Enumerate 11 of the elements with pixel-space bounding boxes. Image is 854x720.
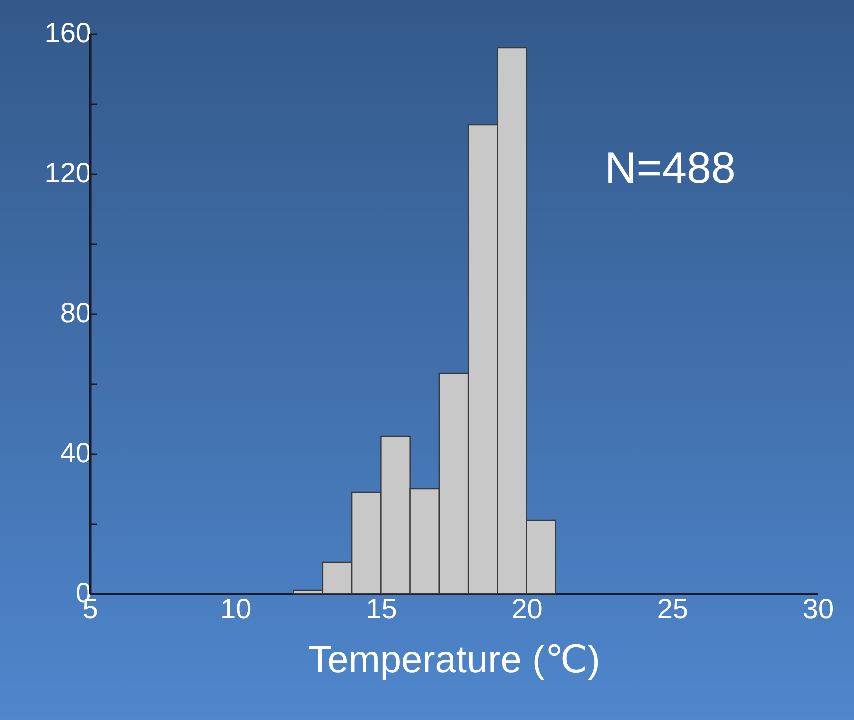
y-tick-label: 40: [60, 438, 92, 468]
y-tick-label: 80: [60, 298, 92, 328]
x-tick-label: 15: [366, 594, 398, 624]
x-tick-label: 20: [512, 594, 543, 624]
x-tick-label: 25: [657, 594, 688, 624]
annotation: N=488: [605, 144, 736, 193]
x-tick-label: 10: [220, 594, 252, 624]
y-tick-label: 120: [44, 158, 92, 188]
y-tick-label: 160: [44, 18, 92, 48]
x-axis-title: Temperature (℃): [308, 640, 600, 682]
x-tick-label: 30: [802, 594, 834, 624]
